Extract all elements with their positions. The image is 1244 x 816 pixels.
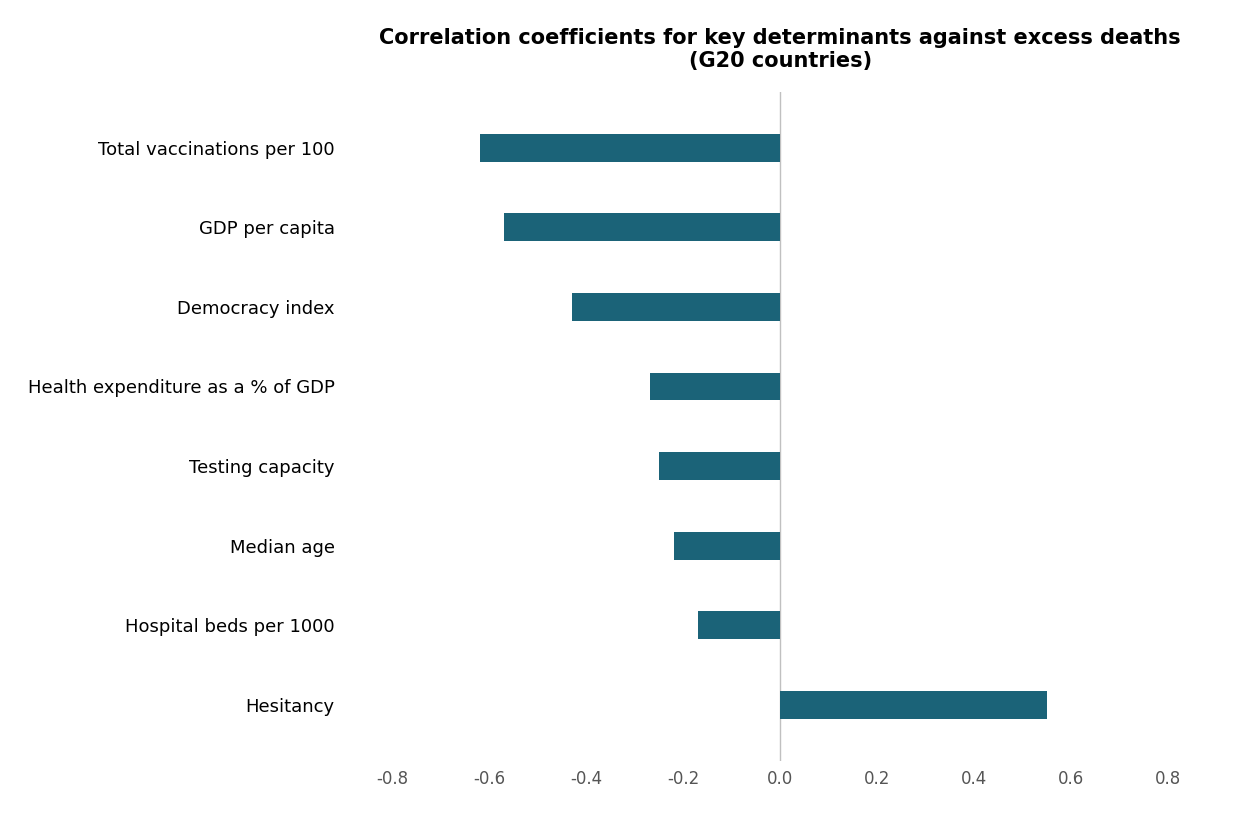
Title: Correlation coefficients for key determinants against excess deaths
(G20 countri: Correlation coefficients for key determi…: [379, 28, 1181, 71]
Bar: [780, 691, 1046, 719]
Bar: [698, 611, 780, 639]
Bar: [659, 452, 780, 480]
Bar: [572, 293, 780, 321]
Bar: [480, 134, 780, 162]
Bar: [504, 213, 780, 242]
Bar: [674, 532, 780, 560]
Bar: [649, 373, 780, 401]
